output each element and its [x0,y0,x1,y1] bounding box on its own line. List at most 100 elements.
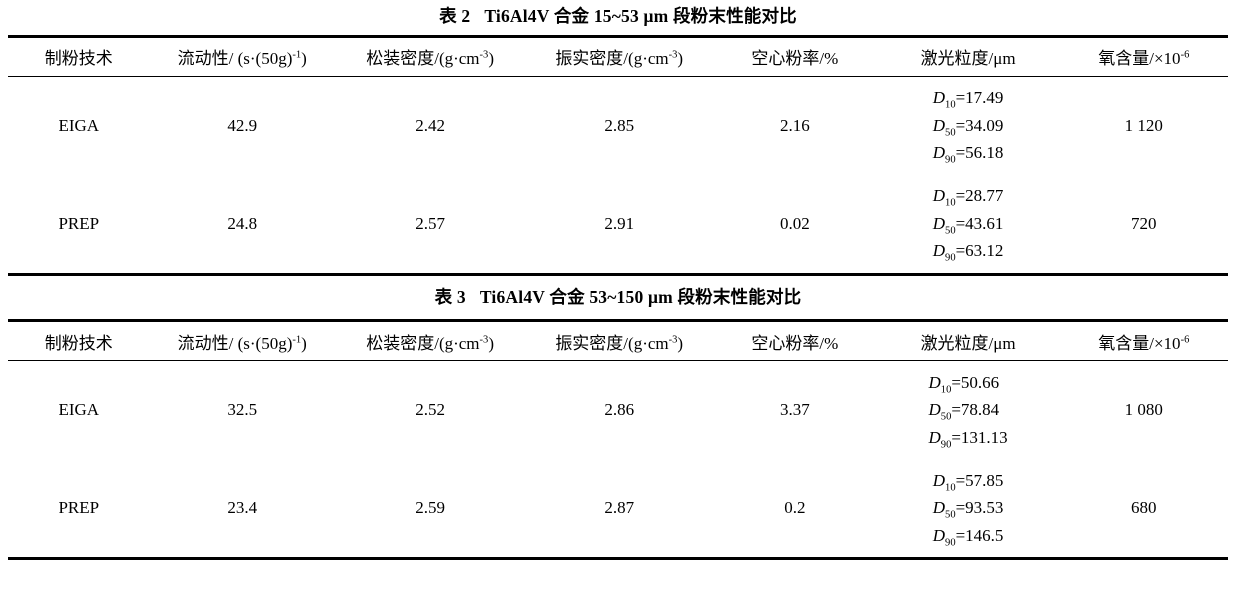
psd-d50: D50=78.84 [929,400,1000,422]
psd-d10-symbol: D [932,470,946,490]
table-3-caption: 表 3 Ti6Al4V 合金 53~150 μm 段粉末性能对比 [8,286,1228,307]
col-head-technique-text: 制粉技术 [44,333,113,353]
psd-d50: D50=93.53 [932,498,1004,520]
table-2-caption: 表 2 Ti6Al4V 合金 15~53 μm 段粉末性能对比 [8,6,1228,26]
col-head-oxygen-text: 氧含量/×10 [1098,333,1181,353]
table-3-bottom-rule [8,557,1228,560]
col-head-flowability-text: 流动性/ (s·(50g) [177,333,293,353]
psd-d50-value: =78.84 [951,400,1000,420]
psd-d90-value: =56.18 [955,143,1004,163]
col-head-hollow-rate-text: 空心粉率/% [751,49,839,68]
psd-d50-subscript: 50 [940,411,952,423]
cell-flowability: 32.5 [227,400,258,419]
cell-flowability: 23.4 [227,498,258,517]
col-head-flowability-tail: ) [301,333,307,353]
col-head-flowability-exponent: -1 [292,333,302,345]
col-head-flowability-exponent: -1 [292,49,302,61]
psd-d50-subscript: 50 [945,225,956,237]
psd-d10-subscript: 10 [945,197,956,209]
col-head-tap-density-text: 振实密度/(g·cm [555,333,669,353]
col-head-apparent-density: 松装密度/(g·cm-3) [335,38,525,76]
cell-technique: EIGA [58,115,100,135]
table-3: 制粉技术 流动性/ (s·(50g)-1) 松装密度/(g·cm-3) 振实密度… [8,322,1228,360]
psd-d10: D10=17.49 [932,88,1004,110]
col-head-apparent-density-exponent: -3 [479,49,489,61]
psd-d10-value: =50.66 [951,372,1000,392]
cell-apparent-density: 2.59 [415,498,445,517]
psd-stack: D10=17.49 D50=34.09 D90=56.18 [933,84,1004,167]
psd-d50-symbol: D [932,213,946,233]
psd-d10-subscript: 10 [945,99,956,111]
cell-tap-density: 2.91 [604,213,635,233]
col-head-oxygen-exponent: -6 [1180,49,1190,61]
cell-flowability: 24.8 [227,213,258,233]
table-row: EIGA 32.5 2.52 2.86 3.37 D10=50.66 D50=7… [8,361,1228,459]
psd-d50-value: =43.61 [955,213,1004,233]
table-2-caption-label: 表 2 [439,6,471,26]
col-head-technique-text: 制粉技术 [44,49,113,68]
psd-d90-value: =146.5 [955,525,1004,545]
cell-tap-density: 2.87 [604,498,635,517]
table-3-top-rule [8,319,1228,322]
cell-laser-psd: D10=57.85 D50=93.53 D90=146.5 [877,459,1060,557]
psd-d50-symbol: D [932,115,946,135]
psd-d50-subscript: 50 [945,509,956,521]
cell-technique: PREP [58,498,100,517]
psd-d90-value: =131.13 [951,427,1008,447]
col-head-oxygen-exponent: -6 [1180,333,1190,345]
psd-d10: D10=57.85 [932,470,1004,493]
col-head-hollow-rate: 空心粉率/% [713,38,876,76]
psd-d50: D50=34.09 [932,115,1004,138]
psd-d90: D90=146.5 [933,525,1004,548]
table-2-header-rule [8,75,1228,77]
psd-d50: D50=43.61 [932,213,1004,237]
cell-tap-density: 2.85 [604,115,635,135]
psd-d90-value: =63.12 [955,241,1004,261]
col-head-oxygen-text: 氧含量/×10 [1098,49,1181,68]
col-head-flowability-tail: ) [301,49,307,68]
cell-tap-density: 2.86 [604,400,635,419]
col-head-laser-psd-text: 激光粒度/μm [920,49,1016,68]
psd-d90-symbol: D [932,143,946,163]
col-head-apparent-density-text: 松装密度/(g·cm [366,49,480,68]
cell-technique: PREP [58,213,100,233]
cell-laser-psd: D10=17.49 D50=34.09 D90=56.18 [877,77,1060,175]
table-3-caption-block: 表 3 Ti6Al4V 合金 53~150 μm 段粉末性能对比 [8,276,1228,320]
table-row: PREP 23.4 2.59 2.87 0.2 D10=57.85 D50=93… [8,459,1228,557]
col-head-apparent-density-exponent: -3 [479,333,489,345]
cell-hollow-rate: 2.16 [780,115,810,135]
table-3-caption-label: 表 3 [434,286,466,307]
psd-d10: D10=28.77 [932,186,1004,208]
cell-oxygen: 720 [1131,213,1157,233]
psd-d10-subscript: 10 [940,384,952,396]
psd-d90-subscript: 90 [945,252,956,264]
cell-laser-psd: D10=50.66 D50=78.84 D90=131.13 [877,361,1060,459]
psd-d90: D90=131.13 [929,427,1008,451]
psd-d10-value: =28.77 [955,186,1004,206]
col-head-technique: 制粉技术 [8,38,150,76]
col-head-flowability-text: 流动性/ (s·(50g) [177,49,293,68]
psd-d90-subscript: 90 [940,439,952,451]
cell-flowability: 42.9 [227,115,258,135]
col-head-tap-density-text: 振实密度/(g·cm [555,49,669,68]
psd-d90-symbol: D [932,241,946,261]
col-head-hollow-rate-text: 空心粉率/% [751,333,839,353]
col-head-technique: 制粉技术 [8,322,150,360]
table-3-caption-text: Ti6Al4V 合金 53~150 μm 段粉末性能对比 [479,286,802,307]
psd-d10-symbol: D [932,186,946,206]
psd-d10-value: =17.49 [955,88,1004,108]
cell-oxygen: 680 [1131,498,1157,517]
col-head-tap-density-tail: ) [677,333,684,353]
cell-laser-psd: D10=28.77 D50=43.61 D90=63.12 [877,175,1060,273]
psd-d10-symbol: D [932,88,946,108]
psd-d50-symbol: D [932,498,946,518]
psd-stack: D10=57.85 D50=93.53 D90=146.5 [933,467,1004,550]
col-head-apparent-density-text: 松装密度/(g·cm [366,333,480,353]
table-row: EIGA 42.9 2.42 2.85 2.16 D10=17.49 D50=3… [8,77,1228,175]
table-3-header: 制粉技术 流动性/ (s·(50g)-1) 松装密度/(g·cm-3) 振实密度… [8,322,1228,360]
col-head-laser-psd: 激光粒度/μm [877,322,1060,360]
table-2-header-row: 制粉技术 流动性/ (s·(50g)-1) 松装密度/(g·cm-3) 振实密度… [8,38,1228,76]
table-3-header-rule [8,360,1228,361]
table-2-header: 制粉技术 流动性/ (s·(50g)-1) 松装密度/(g·cm-3) 振实密度… [8,38,1228,76]
